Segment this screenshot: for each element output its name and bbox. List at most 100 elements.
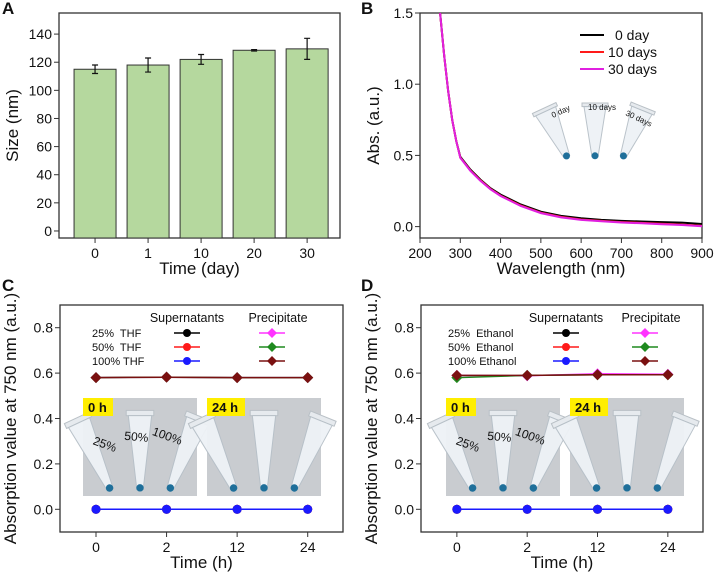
tube: [653, 410, 700, 492]
legend-header: Supernatants: [529, 311, 603, 325]
legend-header: Supernatants: [150, 311, 224, 325]
x-tick-label: 0: [91, 245, 99, 261]
tube: [290, 410, 337, 492]
legend-label: 10 days: [608, 44, 657, 60]
blue-sediment: [105, 484, 114, 492]
x-tick-label: 12: [229, 539, 245, 555]
legend-label: 0 day: [615, 27, 649, 43]
y-axis-label: Absorption value at 750 nm (a.u.): [1, 293, 20, 544]
error-bar: [145, 57, 152, 73]
blue-sediment: [591, 152, 599, 160]
data-point: [521, 369, 533, 381]
panel-d: D Time (h) Absorption value at 750 nm (a.u…: [361, 276, 704, 572]
series-line: [456, 373, 668, 377]
x-axis-label: Wavelength (nm): [497, 259, 626, 278]
photo-label-bg: [570, 398, 608, 416]
tube: [125, 409, 155, 492]
bar: [126, 64, 170, 239]
blue-sediment: [136, 484, 144, 492]
blue-sediment: [592, 484, 601, 492]
data-point: [451, 369, 463, 381]
data-point: [592, 369, 604, 381]
error-bar: [304, 37, 311, 61]
photo-label: 0 h: [88, 400, 107, 415]
data-point: [231, 372, 243, 384]
x-tick-label: 300: [449, 245, 473, 261]
data-point: [303, 504, 313, 514]
bar: [179, 58, 223, 239]
x-tick-label: 10: [193, 245, 209, 261]
y-tick-label: 0.6: [34, 365, 54, 381]
tube-cap: [612, 409, 642, 417]
x-tick-label: 0: [453, 539, 461, 555]
error-bar: [92, 64, 99, 75]
panel-letter: B: [361, 0, 373, 18]
legend-marker: [640, 328, 650, 338]
blue-sediment: [166, 484, 175, 492]
y-tick-label: 0.2: [395, 456, 415, 472]
y-tick-label: 0.8: [395, 320, 415, 336]
tube-cap: [125, 409, 155, 417]
inset-photo: 25% 50% 100%0 h: [426, 398, 576, 496]
y-tick-label: 80: [36, 110, 52, 126]
photo-label-bg: [83, 398, 113, 416]
data-point: [302, 372, 314, 384]
y-tick-label: 0.4: [395, 411, 415, 427]
plot-frame: [419, 12, 703, 239]
legend-row-label: 25% THF: [92, 328, 142, 340]
legend-marker: [267, 356, 277, 366]
y-tick-label: 1.5: [394, 5, 414, 21]
blue-sediment: [619, 152, 627, 160]
tube: [488, 409, 518, 492]
x-tick-label: 30: [299, 245, 315, 261]
y-tick-label: 20: [36, 195, 52, 211]
legend-marker: [640, 356, 650, 366]
x-tick-label: 24: [300, 539, 316, 555]
legend-marker: [640, 342, 650, 352]
blue-sediment: [499, 484, 507, 492]
x-tick-label: 200: [408, 245, 432, 261]
legend-marker: [183, 357, 191, 365]
photo-label-bg: [446, 398, 476, 416]
blue-sediment: [623, 484, 631, 492]
tube: [531, 101, 571, 160]
series-line: [439, 12, 703, 225]
y-axis-label: Size (nm): [3, 89, 22, 162]
inset-photo: [531, 101, 656, 160]
x-tick-label: 20: [246, 245, 262, 261]
inset-photo: 24 h: [187, 398, 337, 496]
blue-sediment: [229, 484, 238, 492]
tube: [187, 411, 238, 492]
x-axis-label: Time (h): [170, 553, 233, 572]
tube: [619, 101, 656, 160]
photo-label: 24 h: [575, 400, 601, 415]
data-point: [162, 504, 172, 514]
x-tick-label: 0: [92, 539, 100, 555]
bar: [232, 49, 276, 239]
bar: [73, 68, 117, 239]
tube-cap: [249, 409, 279, 417]
y-tick-label: 0.6: [395, 365, 415, 381]
tube-label: 50%: [487, 429, 512, 445]
photo-label: 24 h: [212, 400, 238, 415]
x-tick-label: 800: [650, 245, 674, 261]
tube-label: 10 days: [588, 103, 616, 112]
y-tick-label: 1.0: [394, 76, 414, 92]
x-tick-label: 2: [523, 539, 531, 555]
series-line: [439, 12, 703, 228]
data-point: [161, 371, 173, 383]
data-point: [593, 504, 603, 514]
tube: [612, 409, 642, 492]
tube-body: [583, 106, 607, 158]
tube-label: 50%: [124, 429, 149, 445]
legend-row-label: 50% Ethanol: [448, 342, 513, 354]
error-bar: [198, 53, 205, 65]
y-tick-label: 0.8: [34, 320, 54, 336]
inset-photo: 25% 50% 100%0 h: [63, 398, 213, 496]
x-tick-label: 24: [660, 539, 676, 555]
legend-marker: [562, 343, 570, 351]
x-tick-label: 2: [163, 539, 171, 555]
photo-label: 0 h: [451, 400, 470, 415]
tubes: [550, 409, 700, 492]
